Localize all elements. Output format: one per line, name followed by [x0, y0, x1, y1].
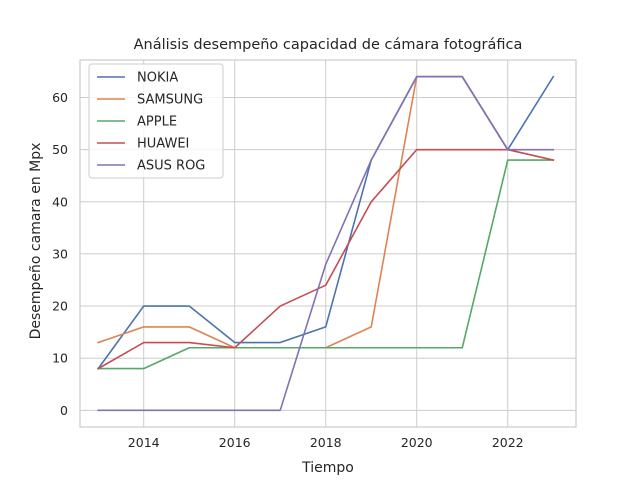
tick-labels: 2014 2016 2018 2020 2022 0 10 20 30 40 50 60: [52, 90, 524, 450]
x-tick-label: 2016: [219, 435, 251, 450]
plot-area-frame: [79, 59, 577, 428]
y-axis-title: Desempeño camara en Mpx: [28, 143, 44, 340]
y-tick-label: 60: [52, 90, 68, 105]
series-line-asus-rog: [97, 75, 555, 412]
x-tick-label: 2018: [310, 435, 342, 450]
y-tick-label: 40: [52, 194, 68, 209]
x-tick-label: 2020: [401, 435, 433, 450]
legend-label-nokia: NOKIA: [137, 71, 178, 86]
y-tick-label: 20: [52, 299, 68, 314]
y-tick-label: 50: [52, 142, 68, 157]
legend: NOKIA SAMSUNG APPLE HUAWEI ASUS ROG: [88, 63, 224, 179]
series-line-huawei: [97, 148, 555, 370]
chart-title: Análisis desempeño capacidad de cámara f…: [134, 37, 523, 53]
series-lines: [97, 75, 555, 412]
legend-label-apple: APPLE: [137, 115, 177, 130]
y-tick-label: 30: [52, 246, 68, 261]
x-tick-label: 2022: [492, 435, 524, 450]
series-line-apple: [97, 159, 555, 370]
legend-label-asus-rog: ASUS ROG: [137, 159, 205, 174]
x-tick-label: 2014: [128, 435, 160, 450]
legend-label-samsung: SAMSUNG: [137, 93, 203, 108]
y-tick-label: 0: [60, 403, 68, 418]
x-axis-title: Tiempo: [301, 460, 354, 476]
legend-box: [88, 63, 224, 179]
y-tick-label: 10: [52, 351, 68, 366]
legend-label-huawei: HUAWEI: [137, 137, 189, 152]
